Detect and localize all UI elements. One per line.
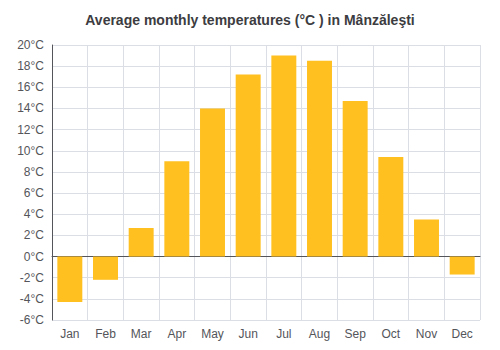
svg-text:10°C: 10°C [17, 144, 44, 158]
svg-text:Aug: Aug [309, 327, 330, 341]
svg-text:Mar: Mar [131, 327, 152, 341]
svg-text:0°C: 0°C [24, 250, 44, 264]
svg-text:20°C: 20°C [17, 38, 44, 52]
svg-text:May: May [201, 327, 224, 341]
svg-text:6°C: 6°C [24, 186, 44, 200]
svg-text:Apr: Apr [167, 327, 186, 341]
svg-text:Average monthly temperatures (: Average monthly temperatures (°C ) in Mâ… [85, 12, 415, 28]
svg-text:-2°C: -2°C [20, 271, 44, 285]
svg-text:Sep: Sep [344, 327, 366, 341]
svg-text:-6°C: -6°C [20, 313, 44, 327]
svg-text:14°C: 14°C [17, 101, 44, 115]
svg-text:Jul: Jul [276, 327, 291, 341]
svg-text:Dec: Dec [451, 327, 472, 341]
svg-text:4°C: 4°C [24, 207, 44, 221]
svg-text:8°C: 8°C [24, 165, 44, 179]
svg-text:18°C: 18°C [17, 59, 44, 73]
svg-text:-4°C: -4°C [20, 292, 44, 306]
svg-text:Oct: Oct [381, 327, 400, 341]
svg-text:Jan: Jan [60, 327, 79, 341]
svg-text:12°C: 12°C [17, 123, 44, 137]
svg-text:Nov: Nov [416, 327, 437, 341]
svg-text:2°C: 2°C [24, 228, 44, 242]
svg-text:Jun: Jun [238, 327, 257, 341]
svg-text:Feb: Feb [95, 327, 116, 341]
svg-text:16°C: 16°C [17, 80, 44, 94]
